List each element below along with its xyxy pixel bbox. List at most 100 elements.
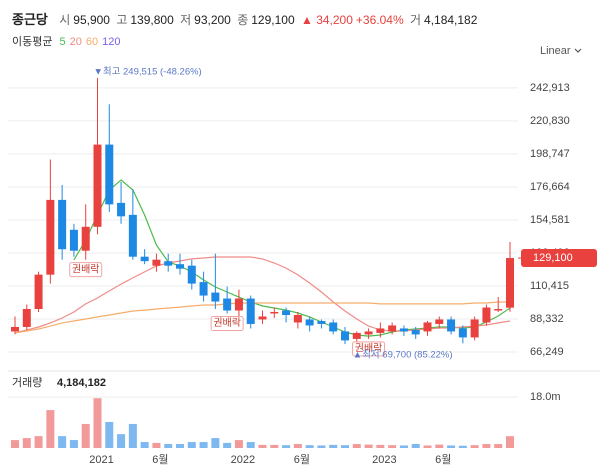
volume-bar [317, 445, 326, 448]
volume-bar [470, 445, 479, 448]
candle-body [435, 319, 444, 324]
volume-bar [164, 444, 173, 448]
volume-value: 4,184,182 [424, 13, 478, 27]
volume-bar [128, 423, 137, 448]
candle-body [69, 229, 78, 251]
volume-bar [187, 442, 196, 448]
dropdown-icon[interactable] [574, 48, 582, 53]
candle-body [388, 325, 397, 332]
close-value: 129,100 [251, 13, 295, 27]
volume-bar [399, 445, 408, 448]
event-label: 권배락 [213, 317, 241, 329]
candle-body [305, 319, 314, 326]
volume-bar [364, 444, 373, 448]
ma-legend: 이동평균 5 20 60 120 [12, 33, 125, 49]
volume-bar [199, 442, 208, 448]
open-label: 시 [59, 13, 71, 27]
candle-body [211, 292, 220, 302]
x-tick-label: 2021 [89, 454, 113, 466]
volume-bar [411, 444, 420, 448]
candle-body [470, 319, 479, 338]
volume-bar [58, 436, 67, 448]
candle-body [423, 322, 432, 332]
volume-bar [423, 445, 432, 448]
x-tick-label: 6월 [294, 453, 310, 466]
event-box [352, 341, 386, 357]
volume-title: 거래량 [12, 376, 42, 389]
candle-body [293, 314, 302, 323]
volume-bar [482, 444, 491, 448]
header-row: 종근당 시 95,900 고 139,800 저 93,200 종 129,100 ▲ … [12, 9, 480, 28]
volume-bar [93, 398, 102, 448]
volume-bar [494, 444, 503, 448]
volume-bar [69, 440, 78, 448]
x-tick-label: 2023 [372, 454, 396, 466]
volume-bar [117, 434, 126, 448]
volume-bar [22, 438, 31, 448]
candle-body [11, 326, 19, 332]
x-tick-label: 2022 [231, 454, 255, 466]
last-price-tag [521, 249, 597, 268]
candle-body [105, 144, 114, 205]
volume-bar [341, 445, 349, 448]
high-value: 139,800 [130, 13, 174, 27]
candle-body [81, 226, 90, 251]
event-label: 권배락 [72, 263, 100, 275]
event-box [210, 315, 244, 331]
candle-body [34, 274, 43, 310]
candle-body [270, 312, 279, 314]
candle-body [58, 199, 67, 250]
candle-body [364, 331, 373, 335]
high-label: 고 [116, 13, 128, 27]
scale-toggle[interactable]: Linear [540, 45, 582, 57]
candle-body [458, 328, 467, 338]
volume-bar [246, 442, 255, 448]
low-value: 93,200 [194, 13, 231, 27]
volume-bar [223, 442, 232, 448]
event-label: 권배락 [355, 343, 383, 355]
candle-body [494, 309, 503, 311]
volume-bar [305, 445, 314, 448]
y-tick-label: 176,664 [530, 181, 570, 193]
candle-body [234, 298, 243, 311]
volume-bar [105, 421, 114, 448]
ma-line [14, 301, 510, 334]
candle-body [93, 144, 102, 227]
volume-bar [152, 442, 161, 448]
candle-body [341, 331, 349, 341]
x-tick-label: 6월 [435, 453, 451, 466]
y-tick-label: 88,332 [530, 313, 564, 325]
x-tick-label: 6월 [152, 453, 168, 466]
volume-tick-label: 18.0m [530, 391, 561, 403]
candle-body [199, 282, 208, 296]
candle-body [22, 309, 31, 327]
last-price-label: 129,100 [533, 252, 573, 264]
close-label: 종 [237, 13, 249, 27]
candle-body [258, 316, 267, 320]
volume-bar [388, 445, 397, 448]
low-label: 저 [180, 13, 192, 27]
volume-latest: 4,184,182 [57, 377, 106, 389]
candle-body [447, 319, 456, 332]
candle-body [246, 298, 255, 324]
y-tick-label: 154,581 [530, 214, 570, 226]
volume-bar [329, 444, 338, 448]
candle-body [223, 298, 232, 311]
candle-body [117, 202, 126, 217]
volume-bar [293, 444, 302, 448]
change-pct: +36.04% [355, 13, 404, 27]
candle-body [282, 310, 291, 315]
volume-bar [234, 440, 243, 448]
ma-line [73, 179, 511, 337]
volume-label: 거 [409, 13, 422, 27]
y-tick-label: 242,913 [530, 82, 570, 94]
y-tick-label: 110,415 [530, 280, 569, 292]
high-annotation: ▼최고 249,515 (-48.26%) [94, 67, 202, 78]
ma-legend-item: 20 [69, 36, 82, 48]
scale-label[interactable]: Linear [540, 45, 571, 57]
ma-legend-item: 5 [59, 36, 66, 48]
event-box [69, 262, 103, 278]
ma-legend-item: 60 [85, 36, 99, 48]
candle-body [46, 199, 55, 275]
